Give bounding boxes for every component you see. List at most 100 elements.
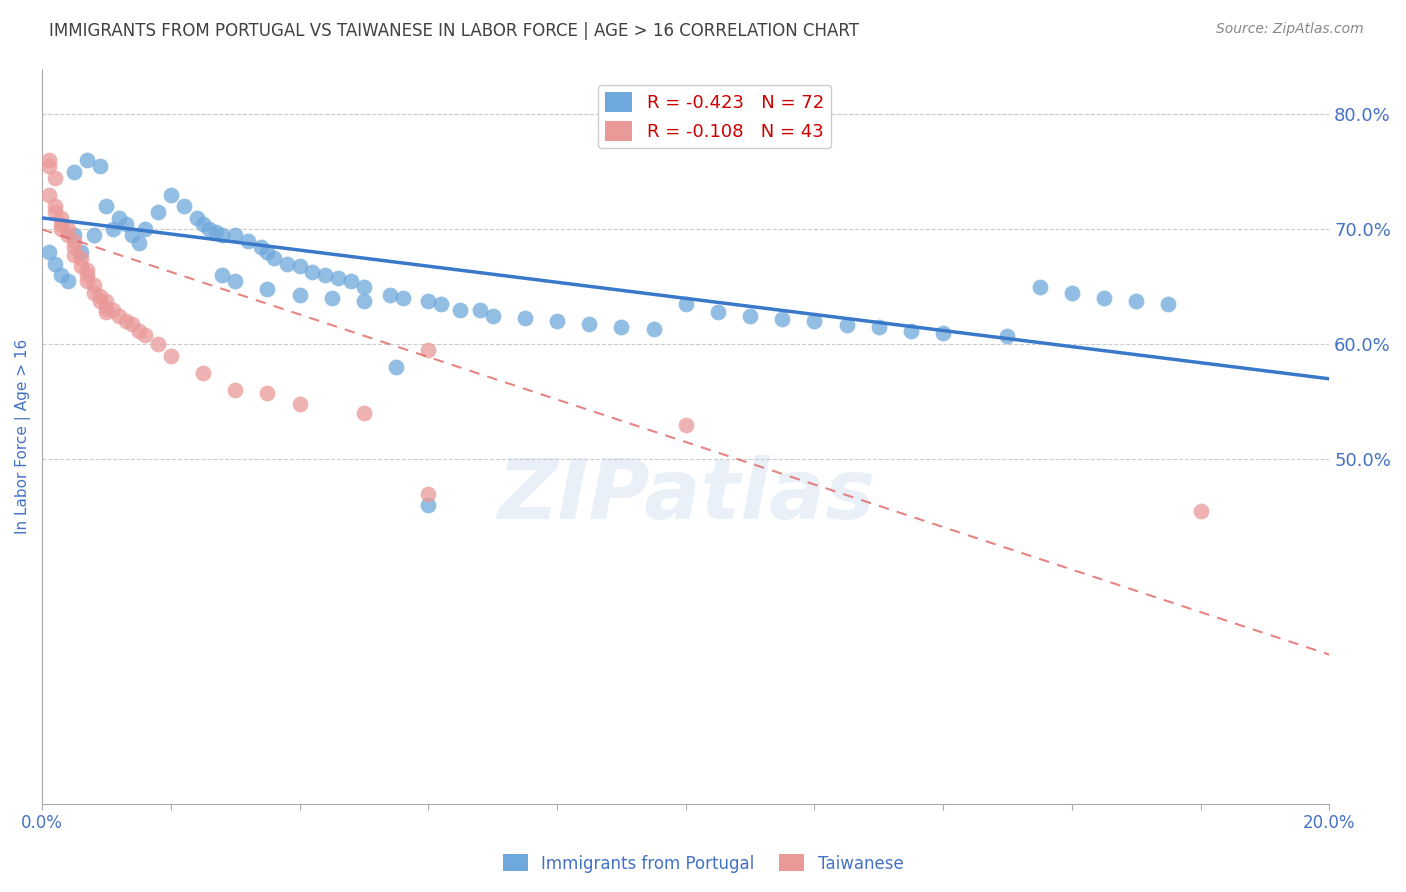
Text: ZIPatlas: ZIPatlas (496, 455, 875, 535)
Point (418, 293, 440, 308)
Point (738, 309, 761, 323)
Point (224, 384, 246, 398)
Point (38, 245, 60, 260)
Legend: R = -0.423   N = 72, R = -0.108   N = 43: R = -0.423 N = 72, R = -0.108 N = 43 (598, 85, 831, 148)
Point (1157, 297, 1180, 311)
Point (56, 222, 79, 236)
Point (288, 397, 311, 411)
Y-axis label: In Labor Force | Age > 16: In Labor Force | Age > 16 (15, 339, 31, 534)
Point (353, 280, 375, 294)
Point (675, 297, 697, 311)
Point (76, 262, 98, 277)
Point (900, 324, 922, 338)
Point (328, 270, 350, 285)
Point (391, 291, 413, 305)
Point (1060, 285, 1083, 300)
Point (353, 406, 375, 420)
Point (128, 324, 150, 338)
Point (236, 234, 259, 248)
Point (932, 326, 955, 340)
Point (288, 288, 311, 302)
Point (146, 337, 169, 351)
Point (63, 234, 86, 248)
Point (38, 159, 60, 173)
Point (134, 222, 156, 236)
Point (205, 225, 228, 239)
Point (707, 305, 730, 319)
Point (51, 222, 73, 236)
Point (101, 302, 124, 317)
Point (63, 228, 86, 243)
Point (770, 312, 793, 326)
Point (643, 322, 665, 336)
Point (430, 297, 453, 311)
Point (449, 302, 471, 317)
Point (44, 199, 66, 213)
Point (159, 188, 181, 202)
Point (353, 293, 375, 308)
Point (101, 222, 124, 236)
Point (69, 245, 91, 260)
Point (321, 291, 343, 305)
Point (418, 343, 440, 357)
Point (378, 288, 401, 302)
Point (89, 159, 111, 173)
Point (546, 314, 568, 328)
Text: IMMIGRANTS FROM PORTUGAL VS TAIWANESE IN LABOR FORCE | AGE > 16 CORRELATION CHAR: IMMIGRANTS FROM PORTUGAL VS TAIWANESE IN… (49, 22, 859, 40)
Point (256, 282, 278, 296)
Point (76, 268, 98, 283)
Point (186, 211, 208, 225)
Point (63, 240, 86, 254)
Point (146, 205, 169, 219)
Point (89, 293, 111, 308)
Point (83, 285, 105, 300)
Point (114, 314, 136, 328)
Point (38, 188, 60, 202)
Point (578, 317, 600, 331)
Point (108, 309, 131, 323)
Point (385, 360, 408, 375)
Legend: Immigrants from Portugal, Taiwanese: Immigrants from Portugal, Taiwanese (496, 847, 910, 880)
Point (56, 274, 79, 288)
Point (44, 170, 66, 185)
Point (276, 257, 298, 271)
Point (38, 153, 60, 168)
Point (868, 320, 890, 334)
Point (191, 217, 214, 231)
Point (468, 302, 491, 317)
Point (134, 328, 156, 343)
Point (250, 240, 273, 254)
Point (51, 217, 73, 231)
Point (51, 268, 73, 283)
Point (224, 274, 246, 288)
Point (1125, 293, 1147, 308)
Point (1189, 504, 1212, 518)
Point (76, 274, 98, 288)
Point (114, 217, 136, 231)
Point (340, 274, 363, 288)
Point (191, 366, 214, 380)
Point (224, 228, 246, 243)
Point (314, 268, 336, 283)
Point (418, 498, 440, 512)
Point (198, 222, 221, 236)
Point (211, 268, 233, 283)
Point (256, 385, 278, 400)
Point (96, 305, 118, 319)
Point (128, 236, 150, 251)
Point (96, 199, 118, 213)
Point (256, 245, 278, 260)
Point (481, 309, 503, 323)
Point (89, 289, 111, 303)
Point (1028, 280, 1050, 294)
Point (83, 277, 105, 292)
Point (513, 310, 536, 325)
Point (69, 259, 91, 273)
Point (173, 199, 195, 213)
Point (211, 228, 233, 243)
Point (835, 318, 858, 332)
Point (108, 211, 131, 225)
Point (56, 228, 79, 243)
Point (301, 265, 323, 279)
Point (44, 205, 66, 219)
